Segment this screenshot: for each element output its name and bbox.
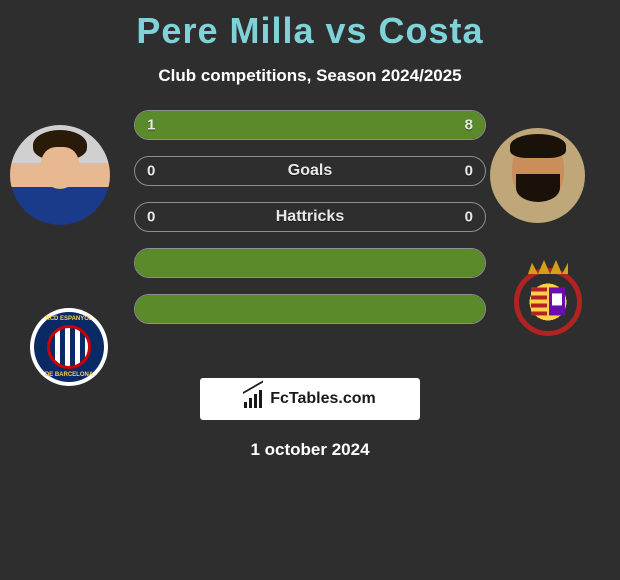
branding-box: FcTables.com — [200, 378, 420, 420]
stat-left-value: 0 — [147, 163, 155, 180]
page-title: Pere Milla vs Costa — [0, 0, 620, 52]
stat-label: Goals — [288, 162, 332, 180]
stats-container: 18Matches00Goals00HattricksGoals per mat… — [134, 110, 486, 324]
stat-right-value: 0 — [465, 209, 473, 226]
stat-label: Hattricks — [276, 208, 344, 226]
stat-row: 18Matches — [134, 110, 486, 140]
stat-row: Min per goal — [134, 294, 486, 324]
club-left-badge: RCD ESPANYOL DE BARCELONA — [30, 308, 108, 386]
club-right-badge — [506, 260, 590, 344]
stat-row: 0 0 Hattricks — [134, 202, 486, 232]
stat-left-value: 0 — [147, 209, 155, 226]
footer-date: 1 october 2024 — [0, 440, 620, 460]
stat-right-value: 0 — [465, 163, 473, 180]
player-left-avatar — [10, 125, 110, 225]
player-right-avatar — [490, 128, 585, 223]
brand-text: FcTables.com — [270, 390, 376, 408]
brand-chart-icon — [244, 390, 264, 408]
stat-right-value: 8 — [465, 117, 473, 134]
page-subtitle: Club competitions, Season 2024/2025 — [0, 66, 620, 86]
stat-row: Goals per match — [134, 248, 486, 278]
stat-row: 0 0 Goals — [134, 156, 486, 186]
stat-left-value: 1 — [147, 117, 155, 134]
